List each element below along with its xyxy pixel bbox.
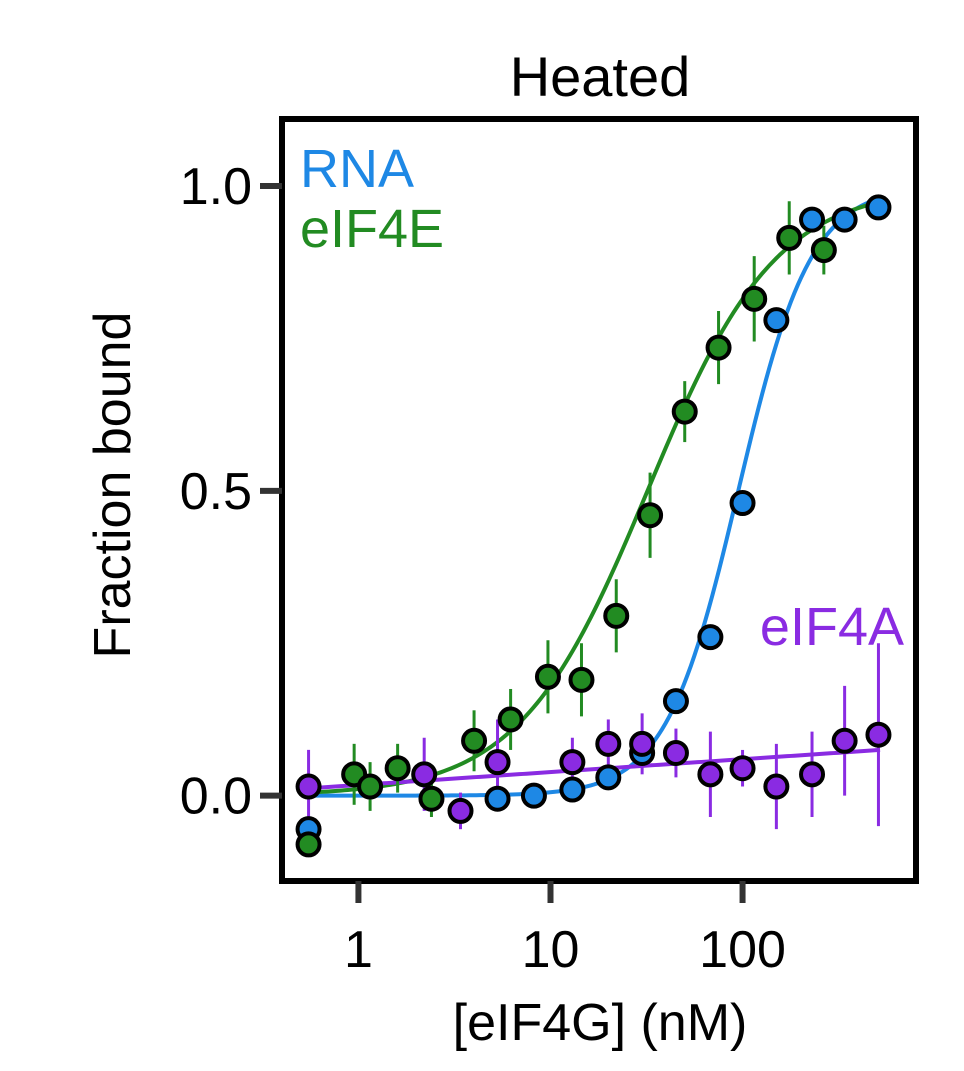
data-point (662, 688, 689, 715)
x-tick-label: 100 (699, 921, 786, 979)
x-tick-label: 10 (522, 921, 580, 979)
data-point (662, 739, 689, 766)
series-label-rna: RNA (300, 139, 414, 199)
data-point (671, 398, 698, 425)
data-point (729, 490, 756, 517)
data-point (603, 602, 630, 629)
data-point (484, 749, 511, 776)
data-point (741, 285, 768, 312)
data-point (831, 727, 858, 754)
data-point (418, 785, 445, 812)
data-point (763, 307, 790, 334)
data-point (799, 206, 826, 233)
data-point (865, 721, 892, 748)
plot-frame (279, 116, 919, 884)
series-label-eif4a: eIF4A (760, 597, 904, 657)
data-point (295, 831, 322, 858)
data-point (559, 749, 586, 776)
fit-curve-eif4a (308, 747, 881, 791)
data-point (831, 206, 858, 233)
chart-title: Heated (510, 45, 691, 108)
data-point (799, 761, 826, 788)
data-point (484, 785, 511, 812)
data-point (357, 773, 384, 800)
y-tick-label: 0.0 (180, 768, 252, 826)
axes: 0.0 0.5 1.0 1 10 100 (180, 158, 786, 979)
data-point (729, 755, 756, 782)
data-point (629, 730, 656, 757)
data-point (384, 755, 411, 782)
data-point (497, 706, 524, 733)
y-axis-label: Fraction bound (84, 312, 142, 659)
data-point (595, 730, 622, 757)
fit-curve-rna (308, 196, 881, 798)
series-label-eif4e: eIF4E (300, 199, 444, 259)
y-tick-label: 0.5 (180, 463, 252, 521)
x-axis-label: [eIF4G] (nM) (453, 994, 748, 1052)
data-point (559, 776, 586, 803)
data-point (411, 761, 438, 788)
data-point (595, 764, 622, 791)
data-points (295, 194, 892, 858)
data-point (447, 797, 474, 824)
data-point (461, 727, 488, 754)
data-point (295, 773, 322, 800)
fit-curves (308, 196, 881, 798)
data-point (776, 224, 803, 251)
data-point (705, 334, 732, 361)
data-point (697, 624, 724, 651)
data-point (865, 194, 892, 221)
data-point (697, 761, 724, 788)
data-point (568, 666, 595, 693)
data-point (534, 663, 561, 690)
y-tick-label: 1.0 (180, 158, 252, 216)
data-point (520, 782, 547, 809)
data-point (637, 502, 664, 529)
data-point (810, 237, 837, 264)
x-tick-label: 1 (344, 921, 373, 979)
data-point (763, 773, 790, 800)
